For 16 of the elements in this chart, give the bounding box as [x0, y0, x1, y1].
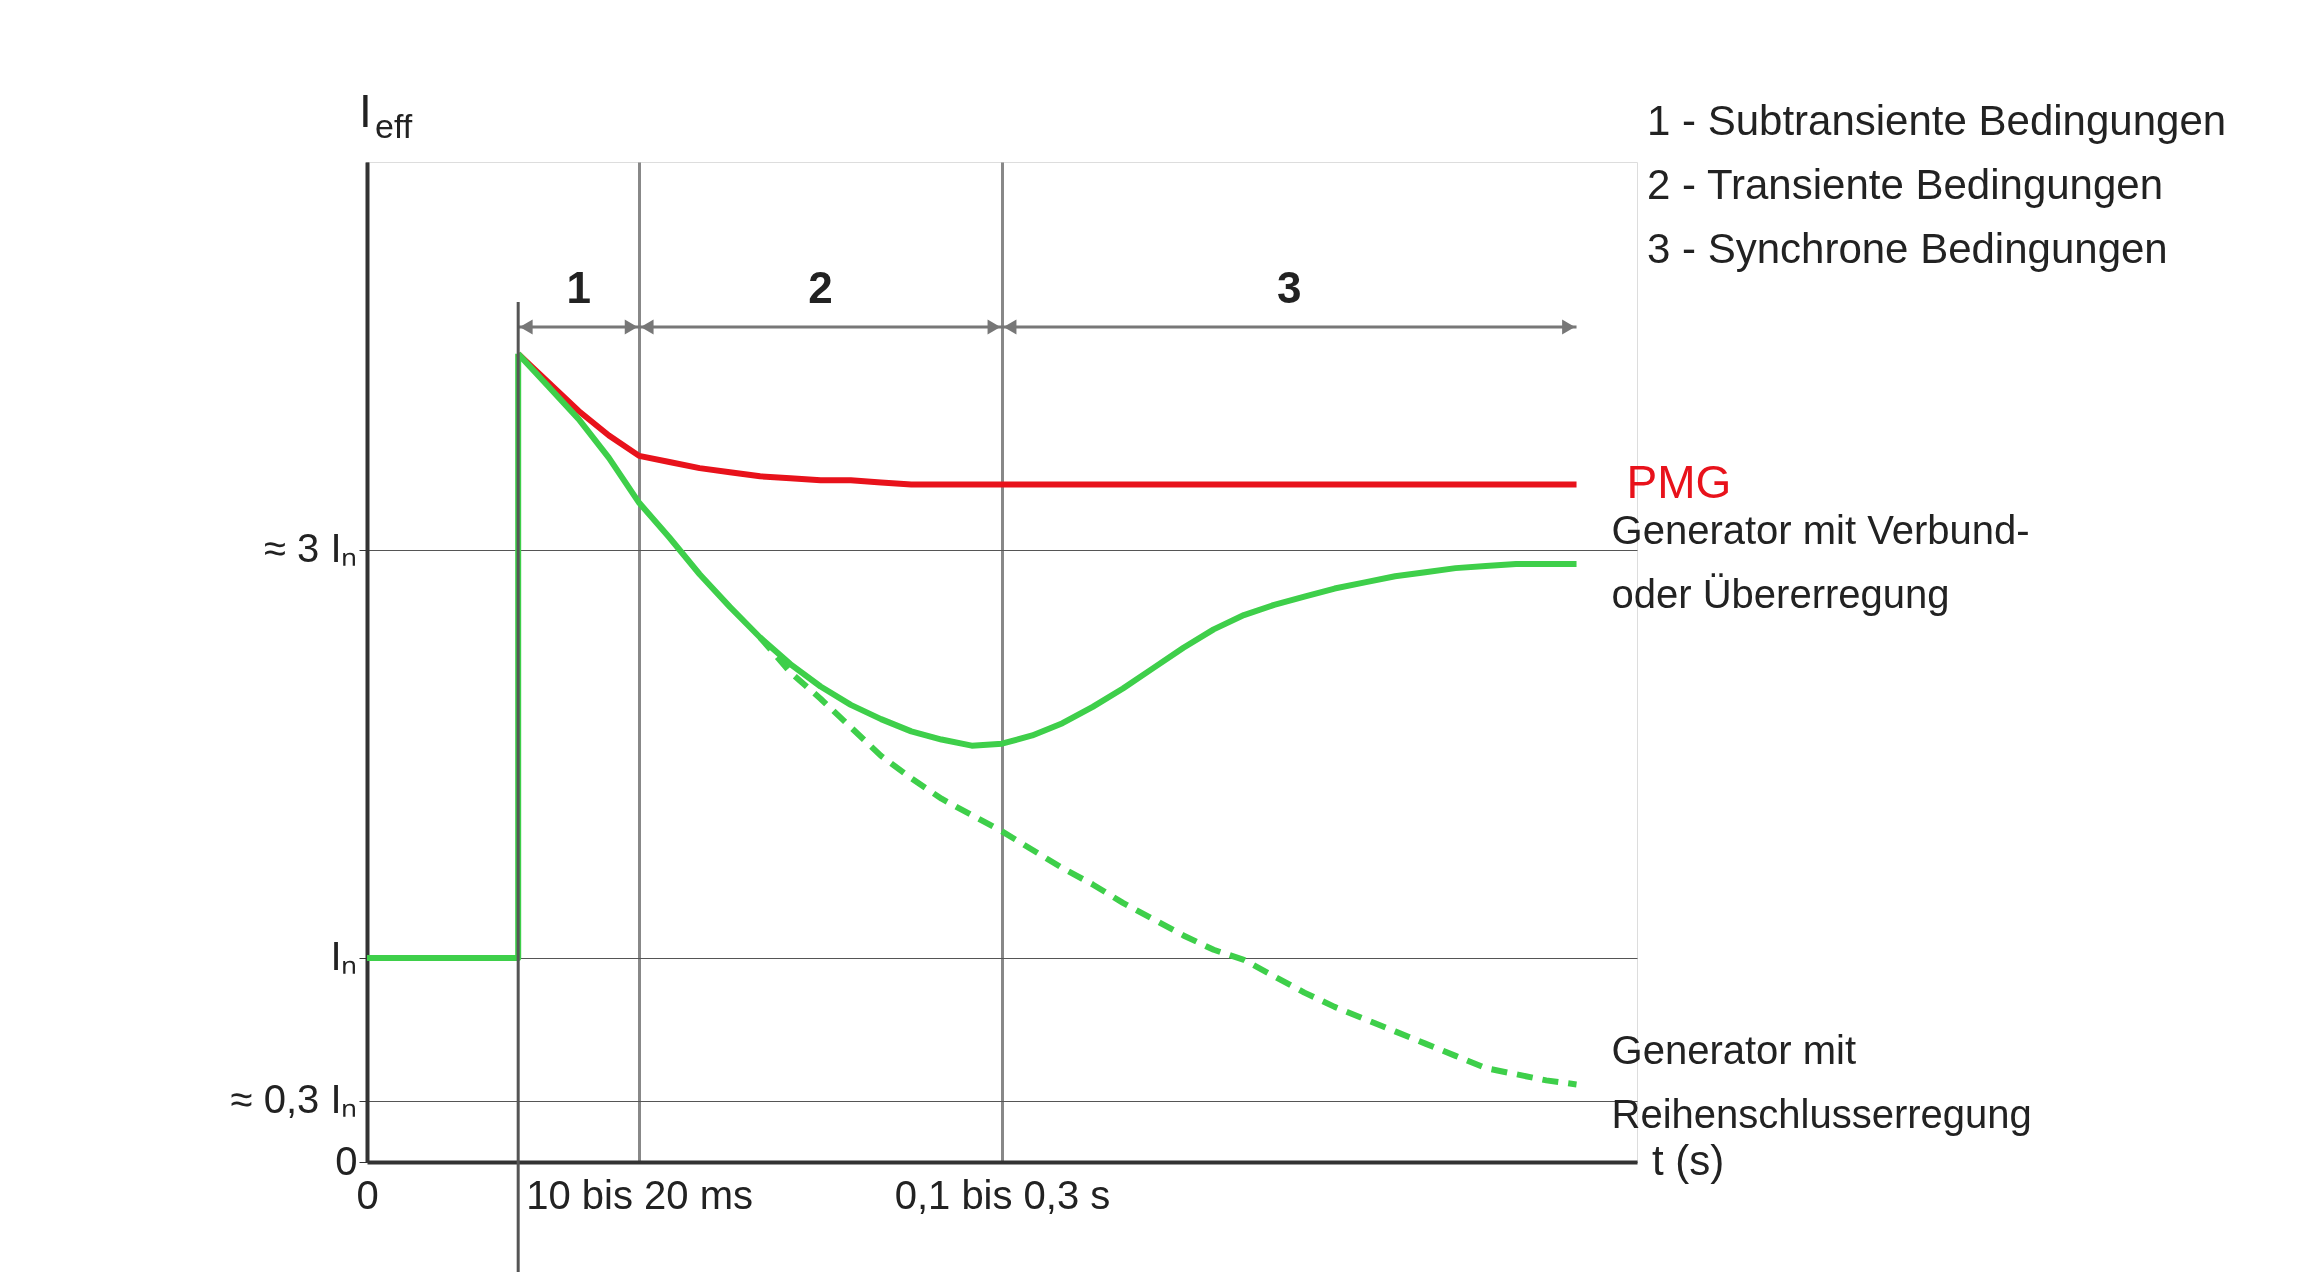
series-label: PMG	[1626, 456, 1732, 509]
y-tick-label: 0	[335, 1138, 358, 1183]
series-label: Generator mit Verbund- oder Übererregung	[1611, 508, 2030, 617]
y-tick-label: ≈ 3 Iₙ	[263, 526, 358, 571]
annotation: 1	[566, 263, 591, 312]
annotation: 3	[1277, 263, 1302, 312]
x-tick-label: 0,1 bis 0,3 s	[894, 1172, 1111, 1217]
x-axis-title: t (s)	[1652, 1137, 1725, 1184]
text: 1 - Subtransiente Bedingungen	[1647, 97, 2227, 144]
annotation: 2	[808, 263, 833, 312]
series-label: Generator mit Reihenschlusserregung	[1611, 1028, 2032, 1137]
y-tick-label: Iₙ	[330, 934, 358, 979]
x-tick-label: 10 bis 20 ms	[526, 1172, 754, 1217]
text: 2 - Transiente Bedingungen	[1647, 161, 2164, 208]
y-tick-label: ≈ 0,3 Iₙ	[230, 1077, 358, 1122]
text: 3 - Synchrone Bedingungen	[1647, 225, 2168, 272]
